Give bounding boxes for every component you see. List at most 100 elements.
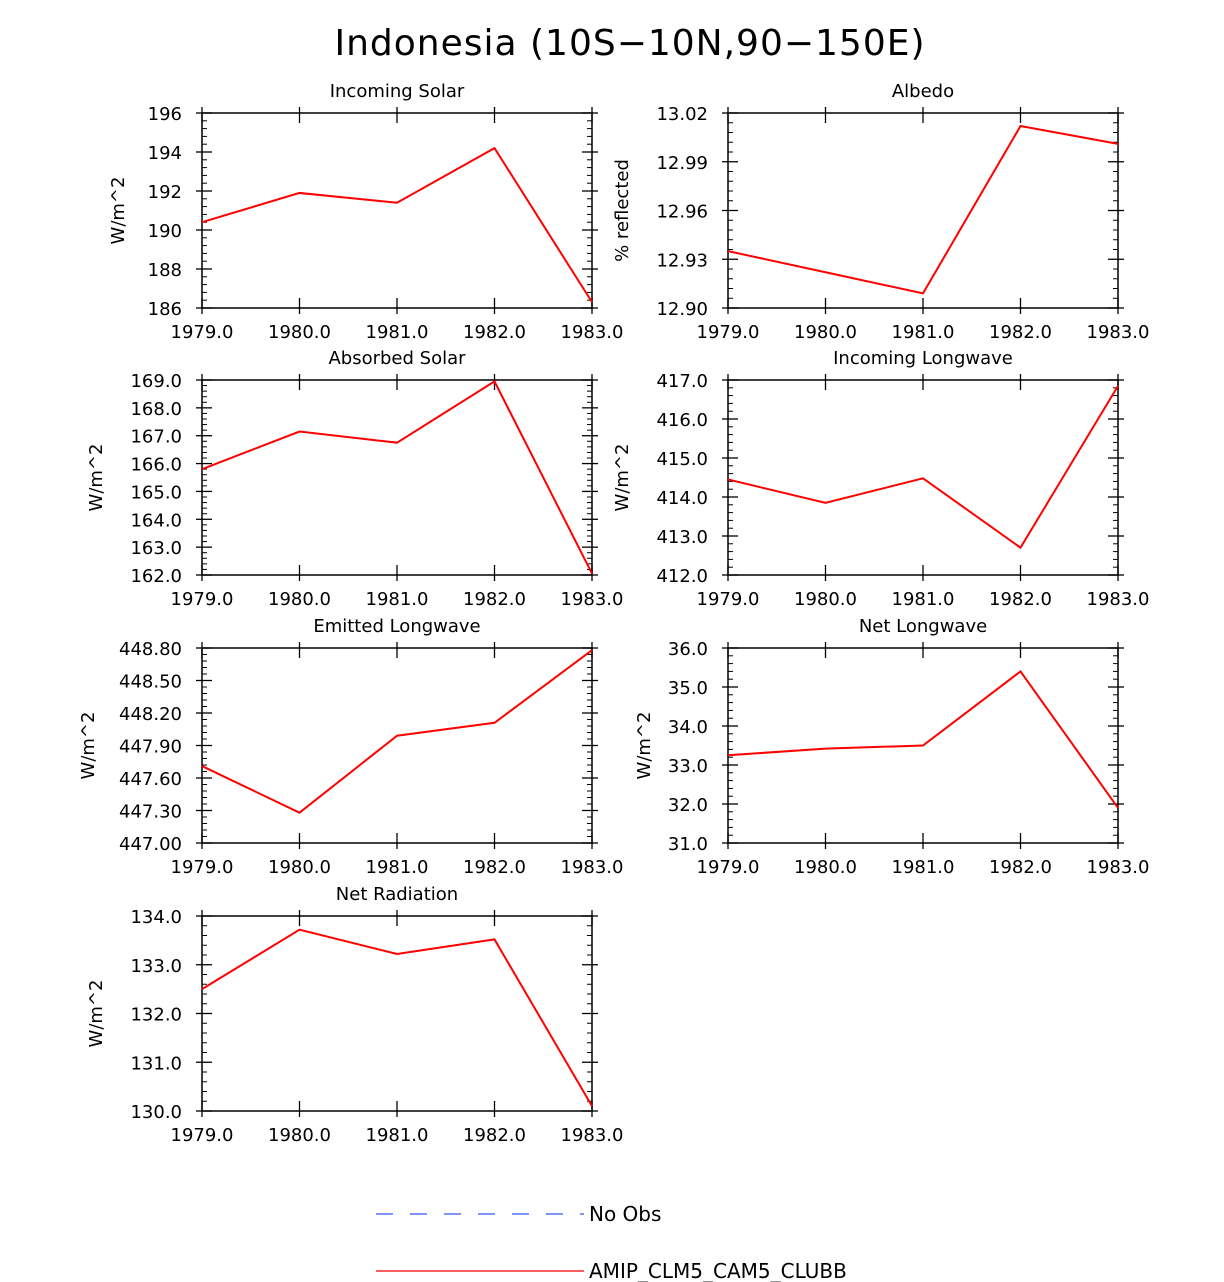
- y-tick-label: 192: [148, 182, 182, 203]
- y-tick-label: 447.90: [119, 737, 182, 758]
- y-axis-label: % reflected: [612, 159, 633, 262]
- y-tick-label: 165.0: [130, 482, 182, 503]
- y-tick-label: 33.0: [668, 756, 708, 777]
- x-tick-label: 1980.0: [268, 857, 331, 878]
- y-tick-label: 186: [148, 299, 182, 320]
- x-tick-label: 1983.0: [561, 1125, 624, 1146]
- x-tick-label: 1981.0: [892, 322, 955, 343]
- x-tick-label: 1979.0: [697, 589, 760, 610]
- panel-net-radiation: 1979.0 1980.0 1981.0 1982.0 1983.0 130.0 131.0…: [86, 884, 623, 1146]
- x-tick-label: 1980.0: [268, 322, 331, 343]
- x-tick-label: 1980.0: [268, 1125, 331, 1146]
- series-line-model: [201, 379, 593, 575]
- x-tick-label: 1982.0: [989, 589, 1052, 610]
- x-tick-label: 1979.0: [697, 857, 760, 878]
- x-tick-label: 1982.0: [989, 857, 1052, 878]
- y-tick-label: 12.90: [656, 299, 708, 320]
- x-tick-label: 1983.0: [561, 857, 624, 878]
- plot-frame: [727, 112, 1119, 309]
- y-tick-label: 414.0: [656, 488, 708, 509]
- y-tick-label: 34.0: [668, 717, 708, 738]
- y-tick-label: 415.0: [656, 449, 708, 470]
- y-tick-label: 447.30: [119, 802, 182, 823]
- y-tick-label: 448.50: [119, 672, 182, 693]
- y-axis-label: W/m^2: [634, 712, 655, 780]
- y-tick-label: 416.0: [656, 410, 708, 431]
- y-axis-label: W/m^2: [612, 444, 633, 512]
- series-line-model: [727, 385, 1119, 550]
- y-tick-label: 167.0: [130, 427, 182, 448]
- x-tick-label: 1980.0: [794, 322, 857, 343]
- y-tick-label: 131.0: [130, 1053, 182, 1074]
- legend: No Obs AMIP_CLM5_CAM5_CLUBB: [376, 1202, 847, 1282]
- x-tick-label: 1979.0: [171, 857, 234, 878]
- x-tick-label: 1981.0: [892, 589, 955, 610]
- y-tick-label: 164.0: [130, 510, 182, 531]
- y-tick-label: 168.0: [130, 399, 182, 420]
- x-tick-label: 1981.0: [366, 1125, 429, 1146]
- y-tick-label: 413.0: [656, 527, 708, 548]
- y-tick-label: 13.02: [656, 104, 708, 125]
- series-line-model: [727, 124, 1119, 295]
- panel-title: Albedo: [892, 81, 954, 102]
- legend-label: AMIP_CLM5_CAM5_CLUBB: [589, 1259, 847, 1282]
- y-tick-label: 190: [148, 221, 182, 242]
- y-axis-label: W/m^2: [108, 177, 129, 245]
- y-tick-label: 169.0: [130, 371, 182, 392]
- x-tick-label: 1980.0: [794, 857, 857, 878]
- panel-title: Incoming Solar: [330, 81, 465, 102]
- y-tick-label: 412.0: [656, 566, 708, 587]
- series-line-model: [727, 669, 1119, 809]
- panel-title: Incoming Longwave: [833, 348, 1013, 369]
- x-tick-label: 1979.0: [171, 322, 234, 343]
- panel-absorbed-solar: 1979.0 1980.0 1981.0 1982.0 1983.0 162.0 163.0…: [86, 348, 623, 610]
- legend-label: No Obs: [589, 1202, 661, 1226]
- x-tick-label: 1981.0: [366, 857, 429, 878]
- x-tick-label: 1979.0: [697, 322, 760, 343]
- y-axis-label: W/m^2: [86, 444, 107, 512]
- series-line-model: [201, 146, 593, 303]
- x-tick-label: 1983.0: [561, 589, 624, 610]
- y-axis-label: W/m^2: [86, 980, 107, 1048]
- y-tick-label: 36.0: [668, 639, 708, 660]
- y-tick-label: 32.0: [668, 795, 708, 816]
- panel-title: Net Longwave: [859, 616, 987, 637]
- y-tick-label: 130.0: [130, 1102, 182, 1123]
- x-tick-label: 1980.0: [268, 589, 331, 610]
- y-tick-label: 132.0: [130, 1005, 182, 1026]
- figure-title: Indonesia (10S−10N,90−150E): [334, 23, 925, 64]
- x-tick-label: 1982.0: [463, 1125, 526, 1146]
- y-tick-label: 12.99: [656, 153, 708, 174]
- x-tick-label: 1982.0: [989, 322, 1052, 343]
- x-tick-label: 1982.0: [463, 589, 526, 610]
- y-tick-label: 12.96: [656, 202, 708, 223]
- panel-net-longwave: 1979.0 1980.0 1981.0 1982.0 1983.0 31.0 32.0 33…: [634, 616, 1149, 878]
- x-tick-label: 1981.0: [366, 322, 429, 343]
- y-tick-label: 447.60: [119, 769, 182, 790]
- plot-frame: [201, 915, 593, 1112]
- x-tick-label: 1983.0: [561, 322, 624, 343]
- panel-title: Emitted Longwave: [313, 616, 480, 637]
- x-tick-label: 1982.0: [463, 322, 526, 343]
- panel-title: Net Radiation: [336, 884, 458, 905]
- y-tick-label: 196: [148, 104, 182, 125]
- chart-panels: 1979.0 1980.0 1981.0 1982.0 1983.0 186 188 190 1…: [78, 81, 1149, 1146]
- panel-albedo: 1979.0 1980.0 1981.0 1982.0 1983.0 12.90 12.93…: [612, 81, 1149, 343]
- x-tick-label: 1983.0: [1087, 589, 1150, 610]
- y-tick-label: 448.80: [119, 639, 182, 660]
- y-tick-label: 162.0: [130, 566, 182, 587]
- plot-frame: [201, 379, 593, 576]
- x-tick-label: 1981.0: [366, 589, 429, 610]
- series-line-model: [201, 928, 593, 1107]
- x-tick-label: 1983.0: [1087, 322, 1150, 343]
- x-tick-label: 1983.0: [1087, 857, 1150, 878]
- x-tick-label: 1980.0: [794, 589, 857, 610]
- y-axis-label: W/m^2: [78, 712, 99, 780]
- y-tick-label: 417.0: [656, 371, 708, 392]
- x-tick-label: 1982.0: [463, 857, 526, 878]
- y-tick-label: 163.0: [130, 538, 182, 559]
- panel-incoming-solar: 1979.0 1980.0 1981.0 1982.0 1983.0 186 188 190 1…: [108, 81, 623, 343]
- y-tick-label: 447.00: [119, 834, 182, 855]
- panel-title: Absorbed Solar: [328, 348, 466, 369]
